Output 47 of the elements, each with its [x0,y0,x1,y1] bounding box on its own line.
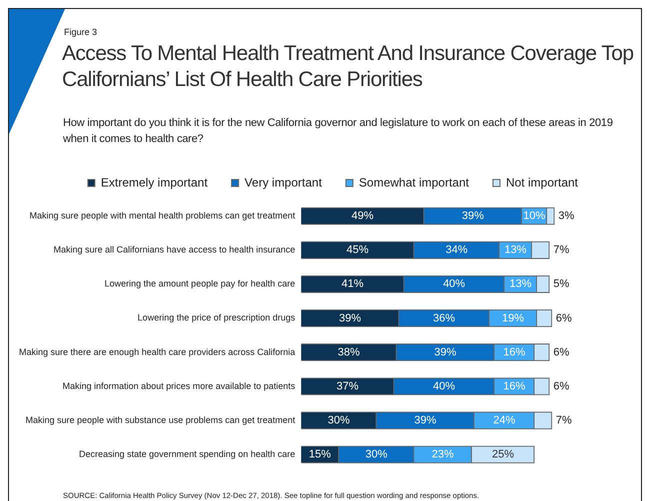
data-label: 6% [553,346,570,358]
legend-label: Somewhat important [358,175,470,190]
y-tick-label: Making sure people with mental health problems can get treatment [29,210,296,221]
data-label: 10% [523,210,546,222]
data-label: 45% [346,244,369,256]
caption: Figure 3 [64,27,98,37]
y-tick-label: Making information about prices more available to patients [62,380,296,391]
y-tick-label: Lowering the price of prescription drugs [138,312,296,323]
data-label: 40% [443,278,466,290]
data-label: 39% [339,312,362,324]
data-label: 40% [433,380,456,392]
data-label: 7% [553,244,570,256]
data-label: 39% [434,346,457,358]
data-label: 41% [342,278,364,290]
chart-subtitle: How important do you think it is for the new California governor and legislature to work on each of these areas in 2019 when it comes to health care? [63,116,614,147]
data-label: 19% [502,312,524,324]
y-tick-label: Lowering the amount people pay for health care [104,278,296,289]
data-label: 23% [432,448,454,461]
data-label: 15% [308,448,332,461]
y-tick-label: Making sure there are enough health care providers across California [18,346,296,357]
data-label: 39% [414,414,436,427]
legend-label: Very important [244,175,323,190]
data-label: 3% [558,210,574,222]
data-label: 6% [553,380,570,392]
data-label: 25% [492,448,514,461]
y-tick-label: Making sure people with substance use problems can get treatment [25,414,296,425]
data-label: 13% [504,244,527,256]
y-tick-label: Making sure all Californians have access to health insurance [54,244,296,255]
chart-title: Access To Mental Health Treatment And Insurance Coverage Top Californians’ List Of Health Care Priorities [62,41,634,93]
data-label: 16% [503,380,526,392]
legend-label: Extremely important [100,175,208,190]
data-label: 13% [510,278,532,290]
data-label: 30% [365,448,388,461]
data-label: 39% [462,210,484,222]
data-label: 36% [433,312,456,324]
data-label: 38% [338,346,360,358]
legend-label: Not important [506,175,579,190]
data-label: 24% [493,414,516,427]
y-tick-label: Decreasing state government spending on health care [79,449,296,460]
data-label: 5% [553,278,570,290]
data-label: 30% [328,414,350,427]
data-label: 6% [556,312,572,324]
data-label: 7% [556,414,572,427]
data-label: 16% [503,346,526,358]
data-label: 49% [352,210,374,222]
data-label: 37% [336,380,359,392]
data-label: 34% [446,244,468,256]
